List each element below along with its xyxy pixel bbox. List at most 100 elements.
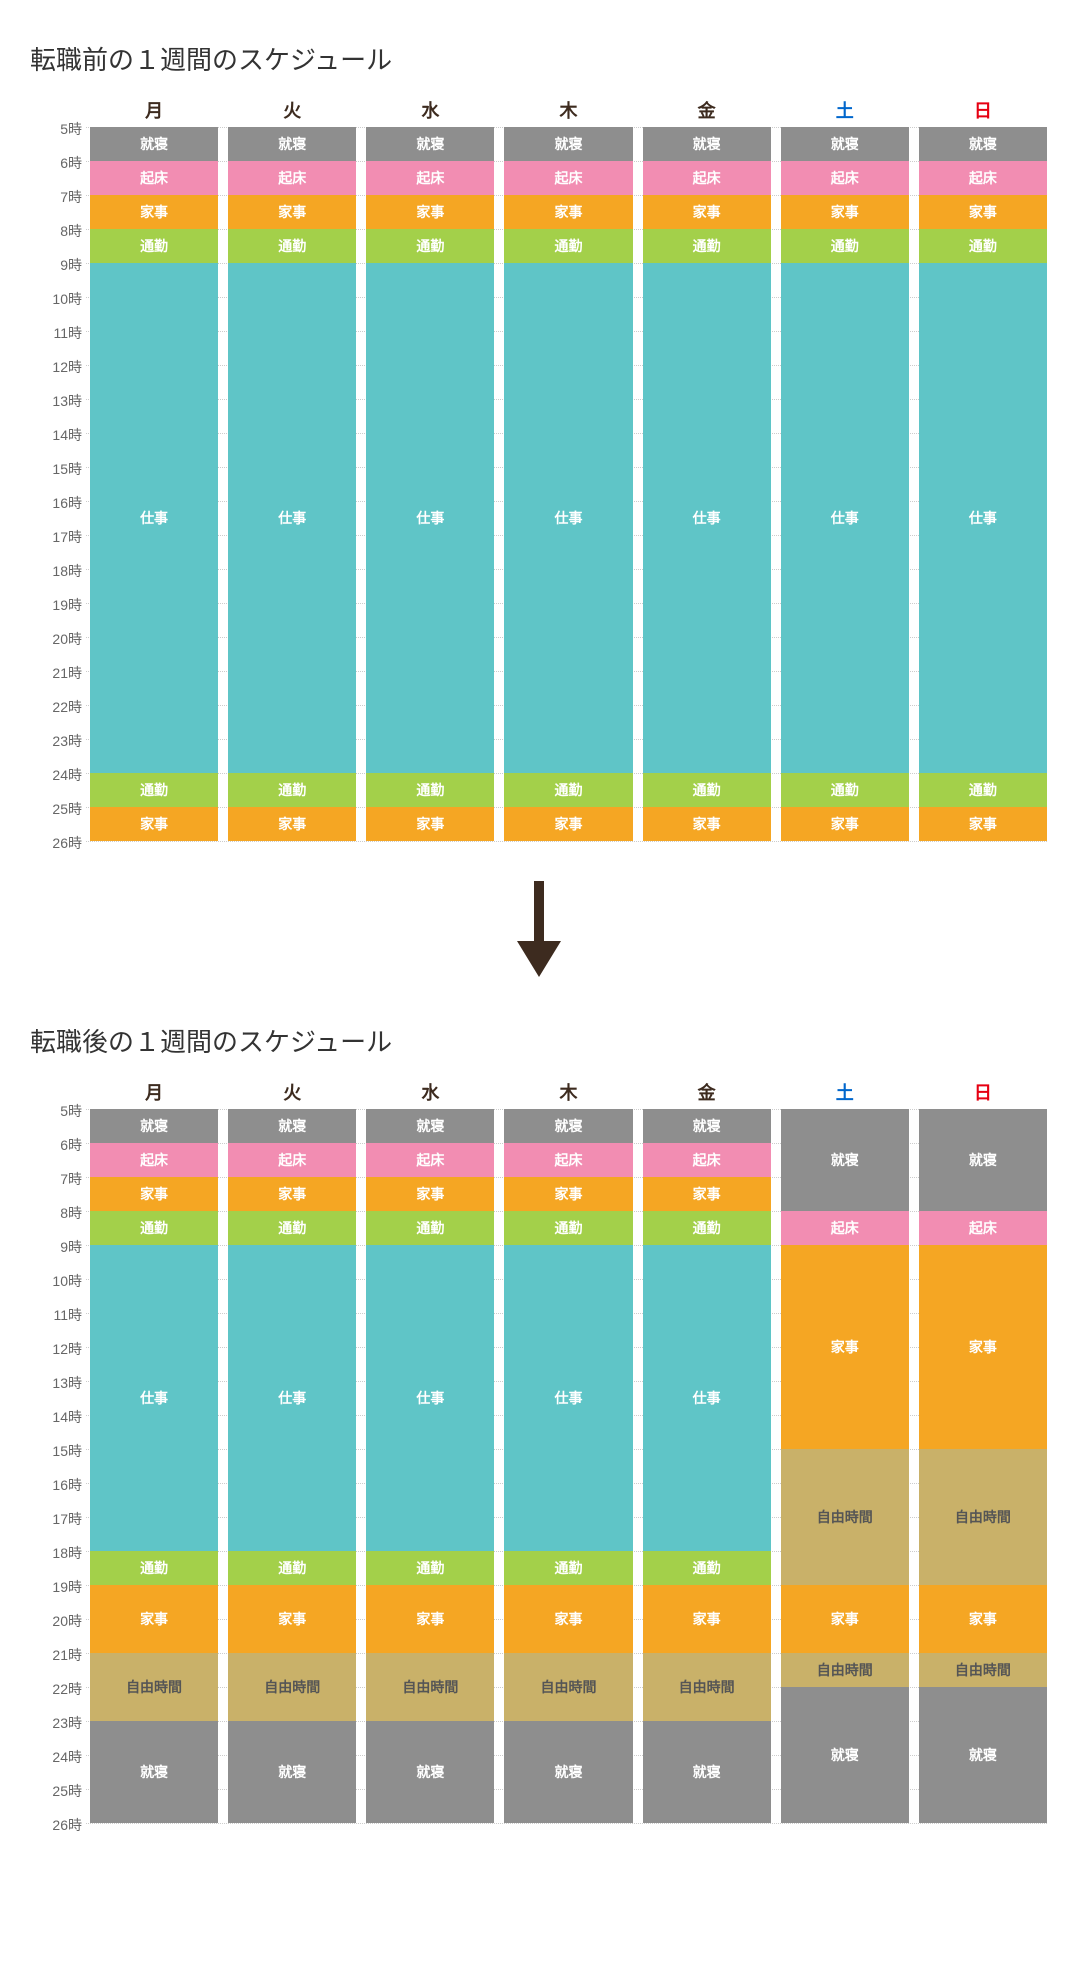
schedule-block: 家事 [504, 1585, 632, 1653]
arrow-down [30, 881, 1047, 982]
chart-after-yaxis: 5時6時7時8時9時10時11時12時13時14時15時16時17時18時19時… [30, 1079, 90, 1823]
schedule-block: 自由時間 [90, 1653, 218, 1721]
schedule-block: 起床 [366, 1143, 494, 1177]
yaxis-tick: 20時 [30, 1611, 90, 1645]
schedule-block: 起床 [228, 161, 356, 195]
schedule-block: 通勤 [90, 1211, 218, 1245]
schedule-block: 通勤 [366, 1211, 494, 1245]
schedule-block: 通勤 [643, 1211, 771, 1245]
schedule-block: 仕事 [643, 1245, 771, 1551]
schedule-block: 就寝 [643, 1109, 771, 1143]
yaxis-tick: 6時 [30, 1135, 90, 1169]
schedule-block: 就寝 [919, 127, 1047, 161]
yaxis-tick: 21時 [30, 1645, 90, 1679]
schedule-block: 家事 [228, 195, 356, 229]
day-column: 就寝起床家事通勤仕事通勤家事 [228, 127, 356, 841]
day-header: 金 [643, 97, 771, 127]
yaxis-tick: 8時 [30, 221, 90, 255]
schedule-block: 通勤 [366, 1551, 494, 1585]
schedule-block: 自由時間 [781, 1653, 909, 1687]
schedule-block: 家事 [919, 195, 1047, 229]
schedule-block: 就寝 [919, 1687, 1047, 1823]
schedule-block: 自由時間 [504, 1653, 632, 1721]
day-header: 木 [504, 97, 632, 127]
schedule-block: 家事 [228, 1177, 356, 1211]
schedule-block: 就寝 [228, 1721, 356, 1823]
schedule-block: 通勤 [643, 773, 771, 807]
day-column: 就寝起床家事通勤仕事通勤家事自由時間就寝 [228, 1109, 356, 1823]
day-header: 日 [919, 1079, 1047, 1109]
schedule-block: 通勤 [228, 773, 356, 807]
schedule-block: 仕事 [643, 263, 771, 773]
schedule-block: 家事 [90, 1177, 218, 1211]
day-header: 土 [781, 97, 909, 127]
schedule-block: 就寝 [366, 1109, 494, 1143]
schedule-block: 家事 [504, 1177, 632, 1211]
schedule-block: 通勤 [781, 773, 909, 807]
chart-before-columns: 就寝起床家事通勤仕事通勤家事就寝起床家事通勤仕事通勤家事就寝起床家事通勤仕事通勤… [90, 127, 1047, 841]
day-column: 就寝起床家事自由時間家事自由時間就寝 [781, 1109, 909, 1823]
day-column: 就寝起床家事通勤仕事通勤家事 [643, 127, 771, 841]
schedule-block: 自由時間 [781, 1449, 909, 1585]
schedule-block: 家事 [643, 807, 771, 841]
arrow-down-icon [517, 881, 561, 977]
yaxis-tick: 11時 [30, 323, 90, 357]
schedule-block: 起床 [919, 1211, 1047, 1245]
schedule-block: 家事 [919, 1245, 1047, 1449]
yaxis-tick: 19時 [30, 595, 90, 629]
schedule-block: 通勤 [228, 229, 356, 263]
yaxis-tick: 14時 [30, 425, 90, 459]
schedule-block: 起床 [643, 161, 771, 195]
day-header: 日 [919, 97, 1047, 127]
schedule-block: 家事 [366, 1177, 494, 1211]
schedule-block: 仕事 [919, 263, 1047, 773]
schedule-block: 就寝 [504, 127, 632, 161]
chart-after-title: 転職後の１週間のスケジュール [30, 1022, 1047, 1059]
day-column: 就寝起床家事通勤仕事通勤家事 [919, 127, 1047, 841]
schedule-block: 仕事 [504, 1245, 632, 1551]
schedule-block: 起床 [919, 161, 1047, 195]
yaxis-tick: 15時 [30, 459, 90, 493]
schedule-block: 就寝 [228, 1109, 356, 1143]
yaxis-tick: 15時 [30, 1441, 90, 1475]
schedule-block: 起床 [228, 1143, 356, 1177]
yaxis-tick: 16時 [30, 1475, 90, 1509]
yaxis-tick: 21時 [30, 663, 90, 697]
yaxis-tick: 22時 [30, 697, 90, 731]
schedule-block: 起床 [504, 1143, 632, 1177]
schedule-block: 家事 [366, 195, 494, 229]
day-column: 就寝起床家事自由時間家事自由時間就寝 [919, 1109, 1047, 1823]
schedule-block: 自由時間 [228, 1653, 356, 1721]
schedule-block: 家事 [90, 807, 218, 841]
schedule-block: 通勤 [366, 229, 494, 263]
schedule-block: 家事 [643, 1585, 771, 1653]
yaxis-tick: 19時 [30, 1577, 90, 1611]
yaxis-tick: 25時 [30, 1781, 90, 1815]
schedule-block: 起床 [504, 161, 632, 195]
yaxis-tick: 24時 [30, 765, 90, 799]
yaxis-tick: 12時 [30, 1339, 90, 1373]
schedule-block: 仕事 [504, 263, 632, 773]
yaxis-tick: 7時 [30, 1169, 90, 1203]
schedule-block: 通勤 [919, 773, 1047, 807]
schedule-block: 家事 [643, 195, 771, 229]
schedule-block: 家事 [366, 807, 494, 841]
schedule-block: 就寝 [366, 127, 494, 161]
schedule-block: 家事 [781, 1585, 909, 1653]
schedule-block: 通勤 [643, 1551, 771, 1585]
schedule-block: 通勤 [366, 773, 494, 807]
chart-before: 5時6時7時8時9時10時11時12時13時14時15時16時17時18時19時… [30, 97, 1047, 841]
schedule-block: 就寝 [781, 127, 909, 161]
day-header: 火 [228, 1079, 356, 1109]
yaxis-tick: 11時 [30, 1305, 90, 1339]
yaxis-tick: 24時 [30, 1747, 90, 1781]
yaxis-tick: 9時 [30, 255, 90, 289]
yaxis-tick: 8時 [30, 1203, 90, 1237]
schedule-block: 通勤 [919, 229, 1047, 263]
schedule-block: 自由時間 [919, 1653, 1047, 1687]
chart-after-day-headers: 月火水木金土日 [90, 1079, 1047, 1109]
schedule-block: 家事 [919, 1585, 1047, 1653]
schedule-block: 起床 [90, 161, 218, 195]
schedule-block: 自由時間 [643, 1653, 771, 1721]
chart-before-title: 転職前の１週間のスケジュール [30, 40, 1047, 77]
